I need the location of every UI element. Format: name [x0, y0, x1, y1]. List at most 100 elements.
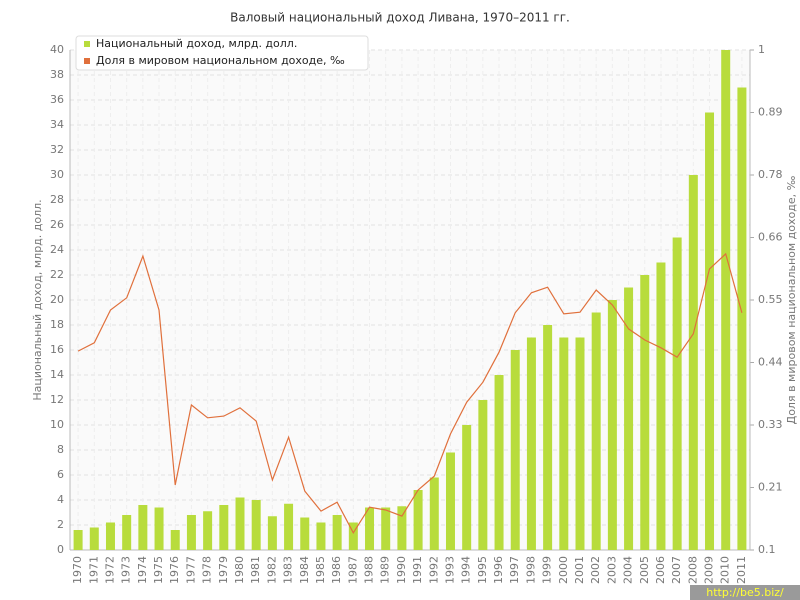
- x-tick-label: 2005: [638, 556, 651, 584]
- y-tick-label: 22: [50, 268, 64, 281]
- y-tick-label: 38: [50, 68, 64, 81]
- y-tick-label: 12: [50, 393, 64, 406]
- bar: [543, 325, 553, 550]
- y-tick-label: 34: [50, 118, 64, 131]
- bar: [688, 175, 698, 550]
- x-tick-label: 1999: [541, 556, 554, 584]
- x-tick-label: 1984: [298, 556, 311, 584]
- bar: [721, 50, 731, 550]
- bar: [462, 425, 472, 550]
- bar: [300, 517, 310, 550]
- y-tick-label: 26: [50, 218, 64, 231]
- y-tick-label: 14: [50, 368, 64, 381]
- bar: [445, 452, 455, 550]
- legend-label: Доля в мировом национальном доходе, ‰: [96, 54, 345, 67]
- x-tick-label: 2002: [589, 556, 602, 584]
- x-tick-label: 2010: [719, 556, 732, 584]
- bar: [219, 505, 229, 550]
- bar: [203, 511, 213, 550]
- bar: [510, 350, 520, 550]
- bar: [705, 112, 715, 550]
- bar: [640, 275, 650, 550]
- x-tick-label: 1982: [265, 556, 278, 584]
- x-tick-label: 1976: [168, 556, 181, 584]
- x-tick-label: 2001: [573, 556, 586, 584]
- bar: [348, 522, 358, 550]
- x-tick-label: 1985: [314, 556, 327, 584]
- y2-tick-label: 0.44: [758, 356, 783, 369]
- watermark-bg: [690, 585, 800, 600]
- y-tick-label: 20: [50, 293, 64, 306]
- y-tick-label: 0: [57, 543, 64, 556]
- x-tick-label: 1979: [217, 556, 230, 584]
- bar: [138, 505, 148, 550]
- bar: [397, 506, 407, 550]
- y-tick-label: 32: [50, 143, 64, 156]
- y-axis-title: Национальный доход, млрд. долл.: [31, 199, 44, 400]
- x-tick-label: 1986: [330, 556, 343, 584]
- x-tick-label: 1992: [427, 556, 440, 584]
- y-tick-label: 2: [57, 518, 64, 531]
- x-tick-label: 2003: [605, 556, 618, 584]
- y-tick-label: 10: [50, 418, 64, 431]
- x-tick-label: 1991: [411, 556, 424, 584]
- x-tick-label: 1987: [346, 556, 359, 584]
- bar: [607, 300, 617, 550]
- x-tick-label: 1983: [282, 556, 295, 584]
- x-tick-label: 1990: [395, 556, 408, 584]
- x-tick-label: 1972: [103, 556, 116, 584]
- x-tick-label: 2000: [557, 556, 570, 584]
- bar: [316, 522, 326, 550]
- x-tick-label: 1970: [71, 556, 84, 584]
- watermark: http://be5.biz/: [706, 586, 784, 599]
- bar: [575, 337, 585, 550]
- x-tick-label: 2009: [703, 556, 716, 584]
- x-tick-label: 2011: [735, 556, 748, 584]
- bar: [624, 287, 634, 550]
- legend-label: Национальный доход, млрд. долл.: [96, 37, 297, 50]
- bar: [105, 522, 115, 550]
- legend-swatch: [84, 41, 90, 47]
- legend-swatch: [84, 58, 90, 64]
- y-tick-label: 24: [50, 243, 64, 256]
- bar: [381, 507, 391, 550]
- y2-tick-label: 1: [758, 43, 765, 56]
- bar: [413, 490, 423, 550]
- y-tick-label: 40: [50, 43, 64, 56]
- bar: [332, 515, 342, 550]
- y2-tick-label: 0.78: [758, 168, 783, 181]
- y-tick-label: 8: [57, 443, 64, 456]
- x-tick-label: 2007: [670, 556, 683, 584]
- x-tick-label: 2008: [686, 556, 699, 584]
- x-tick-label: 1998: [524, 556, 537, 584]
- x-tick-label: 1977: [184, 556, 197, 584]
- x-tick-label: 1988: [363, 556, 376, 584]
- x-tick-label: 1995: [476, 556, 489, 584]
- x-tick-label: 1989: [379, 556, 392, 584]
- y2-tick-label: 0.66: [758, 231, 783, 244]
- bar: [494, 375, 504, 550]
- x-tick-label: 1973: [120, 556, 133, 584]
- bar: [235, 497, 245, 550]
- x-tick-label: 1980: [233, 556, 246, 584]
- bar: [737, 87, 747, 550]
- x-tick-label: 1981: [249, 556, 262, 584]
- bar: [429, 477, 439, 550]
- line: [77, 252, 743, 534]
- bar: [122, 515, 132, 550]
- x-tick-label: 1975: [152, 556, 165, 584]
- x-tick-label: 2006: [654, 556, 667, 584]
- x-tick-label: 1997: [508, 556, 521, 584]
- legend-box: [75, 35, 369, 71]
- x-tick-label: 1971: [87, 556, 100, 584]
- bar: [559, 337, 569, 550]
- bar: [672, 237, 682, 550]
- x-tick-label: 1996: [492, 556, 505, 584]
- bar: [267, 516, 277, 550]
- bar: [170, 530, 180, 550]
- bar: [591, 312, 601, 550]
- bar: [284, 503, 294, 550]
- bar: [73, 530, 83, 550]
- legend: Национальный доход, млрд. долл. Доля в ми…: [75, 35, 369, 71]
- y2-tick-label: 0.21: [758, 481, 783, 494]
